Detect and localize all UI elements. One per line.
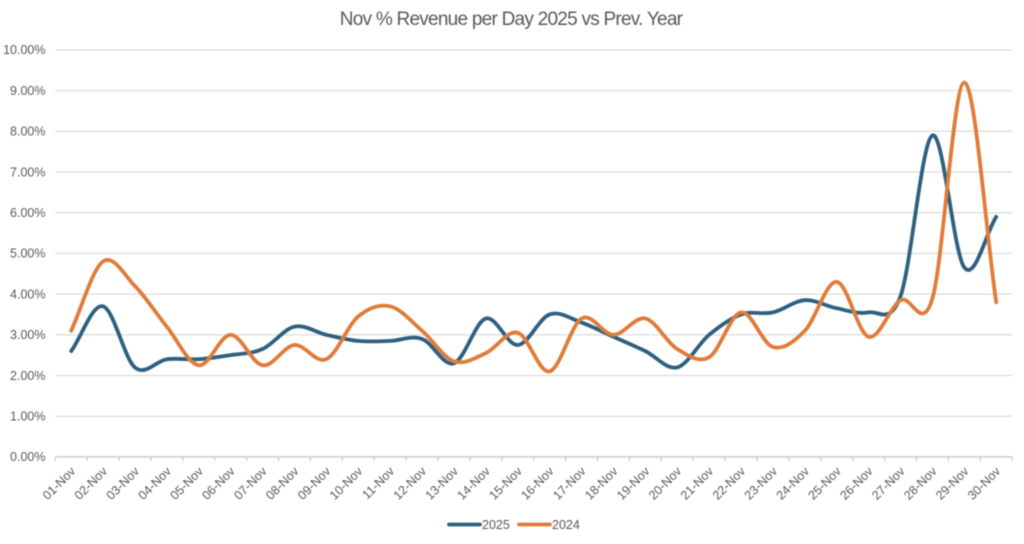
svg-text:1.00%: 1.00% [10,410,45,424]
svg-text:7.00%: 7.00% [10,165,45,179]
svg-text:5.00%: 5.00% [10,247,45,261]
svg-text:10.00%: 10.00% [3,43,45,57]
svg-text:4.00%: 4.00% [10,287,45,301]
svg-text:3.00%: 3.00% [10,328,45,342]
svg-text:9.00%: 9.00% [10,84,45,98]
svg-text:0.00%: 0.00% [10,450,45,464]
svg-text:2.00%: 2.00% [10,369,45,383]
svg-text:6.00%: 6.00% [10,206,45,220]
svg-text:2024: 2024 [552,518,580,532]
svg-text:2025: 2025 [482,518,510,532]
svg-text:Nov % Revenue per Day 2025 vs: Nov % Revenue per Day 2025 vs Prev. Year [340,9,684,30]
svg-text:8.00%: 8.00% [10,125,45,139]
